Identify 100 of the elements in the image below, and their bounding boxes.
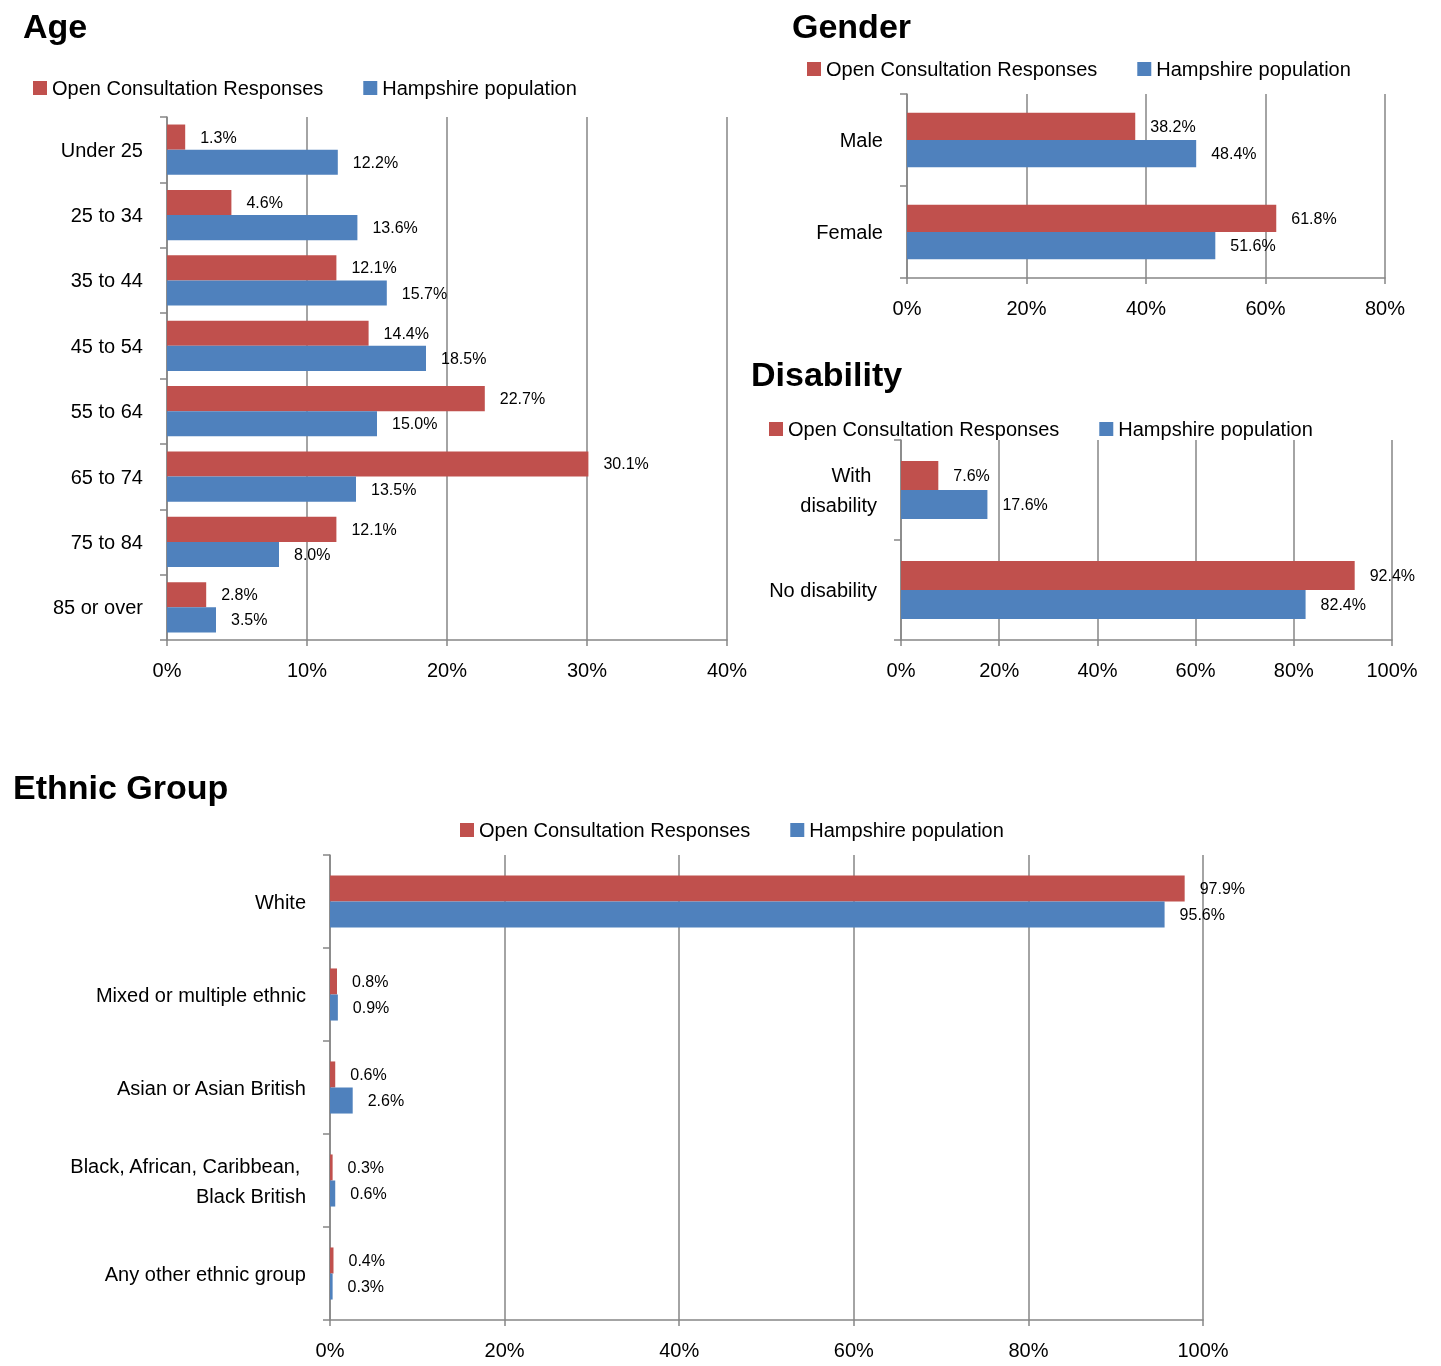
y-tick-label: 35 to 44 [70,269,143,292]
data-label: 30.1% [603,455,649,473]
x-tick-label: 40% [706,659,748,681]
chart-title: Age [23,7,88,45]
x-tick-label: 80% [1008,1339,1049,1361]
data-label: 8.0% [294,546,331,564]
y-tick-label: Any other ethnic group [104,1262,306,1285]
bar [330,1273,333,1300]
data-label: 48.4% [1211,145,1257,163]
data-label: 3.5% [231,611,268,629]
bar [901,490,988,519]
x-tick-label: 20% [426,659,468,681]
bar [901,561,1355,590]
data-label: 0.4% [348,1251,385,1269]
y-tick-label: No disability [769,579,877,601]
data-label: 92.4% [1369,567,1416,584]
bar [167,255,337,281]
bar [330,1061,336,1088]
y-tick-label: With disability [800,464,877,516]
x-tick-label: 40% [1125,297,1167,319]
x-tick-label: 40% [659,1339,700,1361]
data-label: 15.0% [392,415,438,433]
bar [330,968,337,995]
y-tick-label: Female [816,221,883,243]
data-label: 82.4% [1320,596,1366,613]
data-label: 2.8% [221,586,258,604]
x-tick-label: 10% [286,659,328,681]
x-tick-label: 60% [1245,297,1286,319]
x-tick-label: 0% [892,297,922,319]
data-label: 0.3% [347,1158,385,1176]
data-label: 7.6% [953,467,990,484]
chart-title: Disability [751,355,903,393]
bar [167,386,485,412]
data-label: 14.4% [383,324,429,342]
x-tick-label: 80% [1273,659,1315,681]
x-tick-label: 0% [315,1339,345,1361]
y-tick-label: Male [839,129,883,151]
data-label: 15.7% [401,284,448,302]
bar [330,875,1185,902]
legend-label: Hampshire population [809,819,1004,841]
bar [167,320,369,346]
data-label: 51.6% [1230,237,1276,255]
data-label: 12.1% [351,520,397,538]
data-label: 61.8% [1291,209,1337,227]
data-label: 95.6% [1179,906,1225,924]
bar [167,124,186,150]
data-label: 1.3% [200,128,237,146]
bar [167,149,338,175]
y-tick-label: Mixed or multiple ethnic [95,983,306,1006]
y-tick-label: 25 to 34 [70,204,143,227]
data-label: 12.2% [352,153,399,171]
bar [167,541,279,568]
bar [907,140,1197,168]
x-tick-label: 100% [1366,659,1418,681]
x-tick-label: 80% [1364,297,1406,319]
x-tick-label: 60% [833,1339,875,1361]
x-tick-label: 60% [1175,659,1216,681]
bar [330,1154,333,1181]
bar [167,476,356,502]
data-label: 0.9% [352,999,390,1017]
x-tick-label: 0% [152,659,182,681]
bar [167,411,377,437]
chart-title: Ethnic Group [13,768,229,806]
data-label: 18.5% [441,349,487,367]
chart-title: Gender [792,7,912,45]
data-label: 22.7% [499,390,546,408]
y-tick-label: 55 to 64 [70,400,143,423]
y-tick-label: Black, African, Caribbean, Black British [70,1154,306,1207]
bar [167,607,216,633]
y-tick-label: 65 to 74 [70,465,143,488]
legend-label: Open Consultation Responses [788,418,1060,440]
legend-label: Hampshire population [1156,58,1351,80]
bar [167,189,232,216]
bar [907,204,1277,232]
bar [330,1087,353,1114]
data-label: 0.6% [350,1065,387,1083]
y-tick-label: 85 or over [52,596,144,619]
data-label: 97.9% [1199,879,1246,897]
bar [167,516,337,542]
y-tick-label: Asian or Asian British [117,1076,306,1099]
legend-label: Open Consultation Responses [826,58,1098,80]
legend-label: Open Consultation Responses [479,819,751,841]
bar [901,461,939,490]
legend-label: Open Consultation Responses [52,77,324,99]
bar [330,1180,336,1207]
x-tick-label: 0% [886,659,916,681]
legend-label: Hampshire population [1118,418,1313,440]
x-tick-label: 20% [1006,297,1047,319]
x-tick-label: 100% [1177,1339,1229,1361]
x-tick-label: 20% [484,1339,525,1361]
bar [901,590,1306,619]
y-tick-label: 45 to 54 [70,334,143,357]
legend-label: Hampshire population [382,77,577,99]
data-label: 2.6% [367,1092,405,1110]
bar [167,451,589,477]
data-label: 12.1% [351,259,397,277]
data-label: 0.6% [350,1185,387,1203]
bar [907,232,1216,260]
bar [167,345,426,371]
data-label: 17.6% [1002,496,1048,513]
